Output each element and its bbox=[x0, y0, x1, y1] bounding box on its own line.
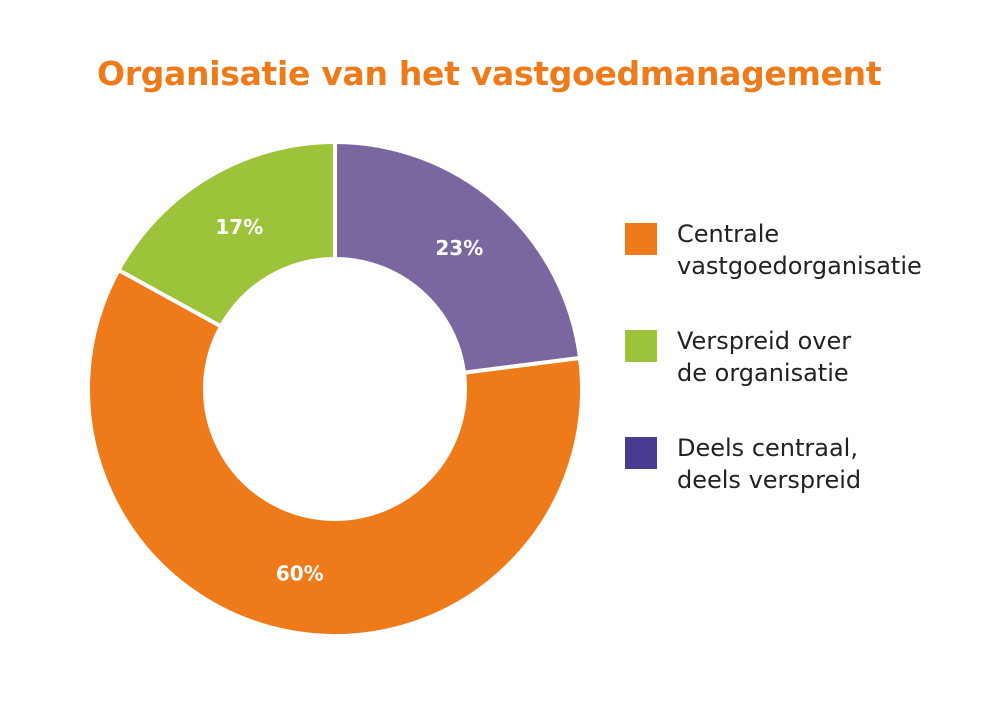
legend: Centrale vastgoedorganisatie Verspreid o… bbox=[625, 218, 977, 539]
slice-label-3: 17% bbox=[215, 215, 263, 239]
legend-item-deels: Deels centraal, deels verspreid bbox=[625, 432, 977, 496]
slice-labels: 23% 60% 17% bbox=[215, 215, 483, 585]
slice-label-1: 23% bbox=[435, 236, 483, 260]
chart-title: Organisatie van het vastgoedmanagement bbox=[97, 54, 882, 93]
slice-3 bbox=[115, 139, 337, 330]
legend-label-verspreid: Verspreid over de organisatie bbox=[677, 327, 852, 387]
legend-swatch-deels bbox=[625, 437, 657, 469]
legend-label-centrale: Centrale vastgoedorganisatie bbox=[677, 220, 922, 280]
slice-2 bbox=[86, 267, 584, 638]
slice-1 bbox=[333, 139, 583, 375]
legend-item-centrale: Centrale vastgoedorganisatie bbox=[625, 218, 977, 282]
legend-swatch-centrale bbox=[625, 223, 657, 255]
legend-label-deels: Deels centraal, deels verspreid bbox=[677, 434, 862, 494]
legend-item-verspreid: Verspreid over de organisatie bbox=[625, 325, 977, 389]
donut-slices bbox=[86, 139, 584, 638]
legend-swatch-verspreid bbox=[625, 330, 657, 362]
slice-label-2: 60% bbox=[276, 562, 324, 586]
